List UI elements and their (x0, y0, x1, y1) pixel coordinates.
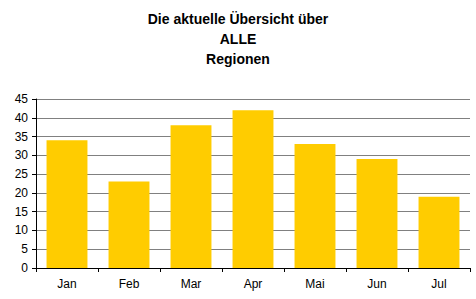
svg-text:0: 0 (21, 261, 28, 275)
svg-text:5: 5 (21, 242, 28, 256)
svg-text:Mai: Mai (305, 277, 324, 291)
svg-text:Jan: Jan (57, 277, 76, 291)
svg-text:30: 30 (15, 148, 29, 162)
svg-text:Jul: Jul (431, 277, 446, 291)
svg-text:Mar: Mar (181, 277, 202, 291)
svg-text:45: 45 (15, 92, 29, 106)
svg-text:25: 25 (15, 167, 29, 181)
svg-text:ALLE: ALLE (220, 31, 257, 47)
svg-text:Regionen: Regionen (206, 51, 270, 67)
svg-text:20: 20 (15, 186, 29, 200)
svg-text:Apr: Apr (244, 277, 263, 291)
svg-text:15: 15 (15, 205, 29, 219)
svg-text:Die aktuelle Übersicht über: Die aktuelle Übersicht über (148, 11, 329, 27)
svg-text:Feb: Feb (119, 277, 140, 291)
svg-text:35: 35 (15, 130, 29, 144)
svg-text:Jun: Jun (367, 277, 386, 291)
svg-text:10: 10 (15, 223, 29, 237)
svg-text:40: 40 (15, 111, 29, 125)
